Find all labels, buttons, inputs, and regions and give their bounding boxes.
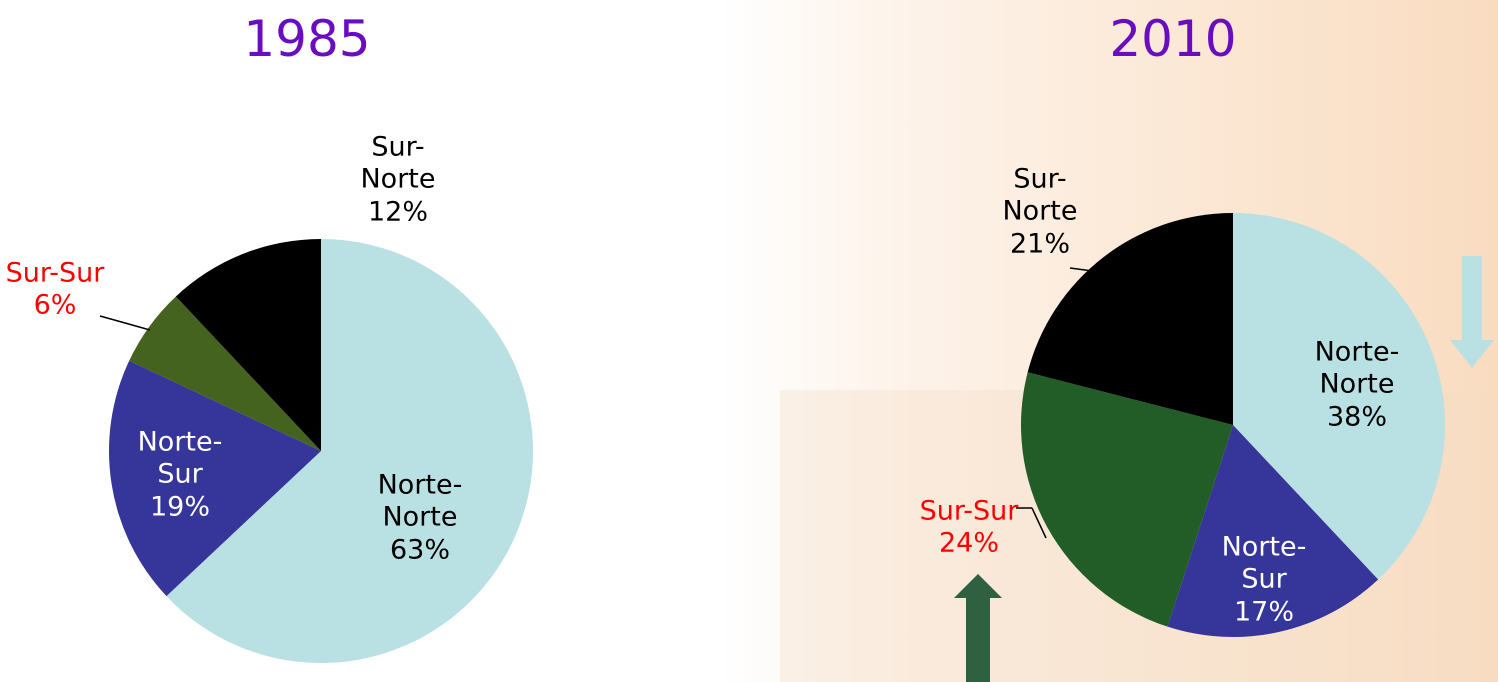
pie-slice: [1167, 425, 1379, 637]
leader-line: [1031, 507, 1047, 539]
category-label: Sur-Norte: [360, 131, 436, 195]
pie-slice: [1233, 213, 1446, 580]
slice-label: Sur-Sur 24%: [869, 496, 1069, 561]
slice-label: Sur-Sur 6%: [0, 258, 155, 323]
up-arrow: [954, 574, 1002, 682]
slice-label: Sur-Norte 12%: [343, 131, 453, 228]
pie-slice: [129, 296, 321, 451]
chart-title: 2010: [1109, 10, 1237, 68]
value-label: 6%: [33, 290, 77, 321]
value-label: 17%: [1233, 596, 1294, 628]
chart-title: 1985: [243, 10, 371, 68]
pie-slice: [109, 360, 321, 597]
category-label: Norte-Norte: [1314, 336, 1400, 400]
value-label: 38%: [1326, 401, 1387, 433]
leader-line: [1069, 267, 1101, 273]
pie-slice: [1021, 372, 1233, 627]
category-label: Norte-Sur: [1221, 531, 1307, 595]
slice-label: Sur-Norte 21%: [985, 163, 1095, 260]
down-arrow: [1450, 256, 1494, 368]
category-label: Norte-Sur: [137, 426, 223, 490]
slice-label: Norte-Norte 38%: [1297, 336, 1417, 433]
value-label: 19%: [149, 491, 210, 523]
slice-label: Norte-Sur 19%: [125, 426, 235, 523]
pie-slice: [166, 239, 533, 663]
pie-slice: [1027, 213, 1233, 425]
slice-label: Norte-Sur 17%: [1209, 531, 1319, 628]
value-label: 24%: [938, 528, 999, 559]
leader-line: [99, 315, 151, 331]
category-label: Sur-Sur: [5, 257, 105, 289]
value-label: 12%: [367, 196, 428, 228]
pie-slice: [175, 239, 321, 451]
category-label: Sur-Norte: [1002, 163, 1078, 227]
category-label: Sur-Sur: [919, 495, 1019, 527]
value-label: 21%: [1009, 228, 1070, 260]
slice-label: Norte-Norte 63%: [360, 469, 480, 566]
value-label: 63%: [389, 534, 450, 566]
category-label: Norte-Norte: [377, 469, 463, 533]
pies: [109, 213, 1446, 663]
